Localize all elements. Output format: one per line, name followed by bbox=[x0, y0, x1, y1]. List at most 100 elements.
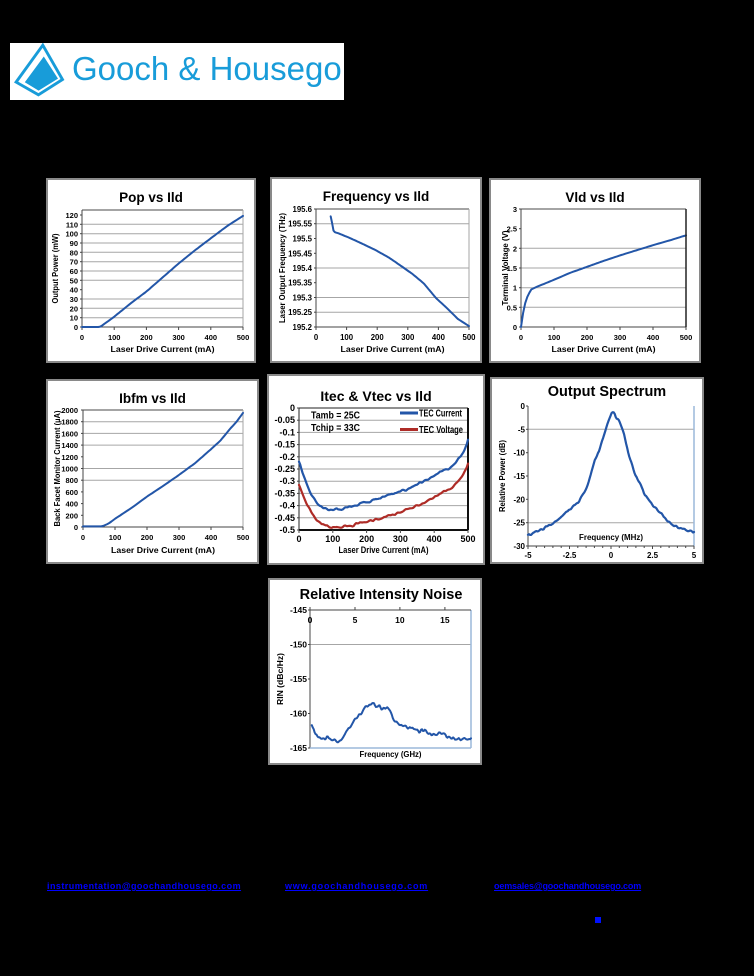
svg-text:2.5: 2.5 bbox=[647, 551, 659, 560]
svg-text:0: 0 bbox=[74, 323, 78, 332]
svg-text:-20: -20 bbox=[513, 495, 525, 504]
svg-text:-2.5: -2.5 bbox=[563, 551, 577, 560]
svg-text:30: 30 bbox=[70, 295, 78, 304]
svg-text:70: 70 bbox=[70, 258, 78, 267]
svg-text:195.55: 195.55 bbox=[288, 220, 313, 229]
svg-text:1: 1 bbox=[513, 284, 517, 293]
svg-text:10: 10 bbox=[395, 615, 405, 625]
svg-text:Tchip = 33C: Tchip = 33C bbox=[311, 423, 360, 434]
svg-text:TEC Voltage: TEC Voltage bbox=[419, 425, 463, 436]
svg-text:Laser Drive Current (mA): Laser Drive Current (mA) bbox=[111, 344, 215, 354]
svg-text:600: 600 bbox=[65, 488, 78, 497]
svg-text:200: 200 bbox=[141, 533, 154, 542]
svg-text:400: 400 bbox=[205, 333, 218, 342]
svg-text:Laser Drive Current (mA): Laser Drive Current (mA) bbox=[341, 344, 445, 354]
svg-text:3: 3 bbox=[513, 205, 517, 214]
svg-text:20: 20 bbox=[70, 304, 78, 313]
svg-text:-0.25: -0.25 bbox=[274, 464, 295, 474]
svg-text:200: 200 bbox=[140, 333, 153, 342]
svg-text:Frequency (MHz): Frequency (MHz) bbox=[579, 533, 643, 542]
svg-text:0: 0 bbox=[513, 323, 517, 332]
svg-text:10: 10 bbox=[70, 314, 78, 323]
svg-text:500: 500 bbox=[237, 533, 250, 542]
svg-text:-0.5: -0.5 bbox=[279, 525, 295, 535]
svg-text:300: 300 bbox=[173, 533, 186, 542]
svg-text:RIN (dBc/Hz): RIN (dBc/Hz) bbox=[275, 653, 285, 705]
svg-text:100: 100 bbox=[109, 533, 122, 542]
svg-text:-0.3: -0.3 bbox=[279, 476, 295, 486]
svg-text:-15: -15 bbox=[513, 472, 525, 481]
svg-text:1800: 1800 bbox=[61, 418, 78, 427]
svg-text:Laser Output Frequency (THz): Laser Output Frequency (THz) bbox=[277, 213, 287, 323]
svg-text:200: 200 bbox=[65, 511, 78, 520]
svg-text:500: 500 bbox=[462, 333, 476, 342]
svg-text:300: 300 bbox=[172, 333, 185, 342]
svg-text:800: 800 bbox=[65, 476, 78, 485]
svg-text:-160: -160 bbox=[290, 709, 307, 719]
svg-text:0: 0 bbox=[521, 402, 526, 411]
svg-text:80: 80 bbox=[70, 248, 78, 257]
svg-text:Terminal Voltage (V): Terminal Voltage (V) bbox=[500, 230, 510, 305]
svg-text:0: 0 bbox=[296, 534, 301, 544]
svg-text:TEC Current: TEC Current bbox=[419, 409, 462, 420]
svg-text:200: 200 bbox=[371, 333, 385, 342]
svg-text:Laser Drive Current (mA): Laser Drive Current (mA) bbox=[339, 545, 429, 555]
svg-text:0: 0 bbox=[314, 333, 319, 342]
svg-text:-25: -25 bbox=[513, 519, 525, 528]
svg-text:0.5: 0.5 bbox=[507, 303, 517, 312]
svg-text:200: 200 bbox=[581, 333, 594, 342]
svg-text:300: 300 bbox=[401, 333, 415, 342]
svg-text:Frequency (GHz): Frequency (GHz) bbox=[360, 750, 422, 759]
svg-text:120: 120 bbox=[65, 211, 78, 220]
svg-text:195.6: 195.6 bbox=[292, 205, 312, 214]
svg-text:400: 400 bbox=[647, 333, 660, 342]
svg-text:60: 60 bbox=[70, 267, 78, 276]
svg-text:Vld vs Ild: Vld vs Ild bbox=[565, 190, 624, 205]
svg-text:5: 5 bbox=[692, 551, 697, 560]
svg-text:1000: 1000 bbox=[61, 465, 78, 474]
svg-text:500: 500 bbox=[237, 333, 250, 342]
svg-text:Itec & Vtec vs Ild: Itec & Vtec vs Ild bbox=[320, 388, 431, 404]
svg-text:195.5: 195.5 bbox=[292, 235, 312, 244]
svg-text:-0.15: -0.15 bbox=[274, 440, 295, 450]
svg-text:195.45: 195.45 bbox=[288, 249, 313, 258]
svg-text:195.4: 195.4 bbox=[292, 264, 312, 273]
svg-text:2000: 2000 bbox=[61, 406, 78, 415]
svg-text:100: 100 bbox=[65, 230, 78, 239]
svg-text:-155: -155 bbox=[290, 674, 307, 684]
svg-text:15: 15 bbox=[440, 615, 450, 625]
svg-text:-0.4: -0.4 bbox=[279, 501, 295, 511]
svg-text:Relative Power (dB): Relative Power (dB) bbox=[497, 440, 507, 512]
svg-text:200: 200 bbox=[359, 534, 374, 544]
svg-text:-0.35: -0.35 bbox=[274, 488, 295, 498]
svg-text:110: 110 bbox=[66, 220, 78, 229]
svg-text:Frequency vs Ild: Frequency vs Ild bbox=[323, 189, 430, 204]
svg-text:Back Facet Monitor Current (µ: Back Facet Monitor Current (µA) bbox=[52, 410, 62, 526]
svg-text:0: 0 bbox=[609, 551, 614, 560]
svg-text:Laser Drive Current (mA): Laser Drive Current (mA) bbox=[111, 545, 215, 555]
svg-text:0: 0 bbox=[80, 333, 84, 342]
svg-text:2: 2 bbox=[513, 244, 517, 253]
svg-text:50: 50 bbox=[70, 276, 78, 285]
svg-text:Ibfm vs Ild: Ibfm vs Ild bbox=[119, 391, 186, 406]
svg-text:Pop vs Ild: Pop vs Ild bbox=[119, 190, 183, 205]
svg-text:300: 300 bbox=[614, 333, 627, 342]
svg-text:100: 100 bbox=[340, 333, 354, 342]
svg-text:100: 100 bbox=[108, 333, 121, 342]
svg-text:400: 400 bbox=[65, 500, 78, 509]
svg-text:2.5: 2.5 bbox=[507, 225, 517, 234]
svg-text:Gooch & Housego: Gooch & Housego bbox=[72, 50, 342, 87]
svg-text:1.5: 1.5 bbox=[507, 264, 517, 273]
svg-text:0: 0 bbox=[74, 523, 78, 532]
svg-text:5: 5 bbox=[353, 615, 358, 625]
svg-text:195.3: 195.3 bbox=[292, 294, 312, 303]
svg-text:195.35: 195.35 bbox=[288, 279, 313, 288]
svg-text:400: 400 bbox=[427, 534, 442, 544]
svg-text:Tamb = 25C: Tamb = 25C bbox=[311, 411, 360, 422]
svg-text:-30: -30 bbox=[513, 542, 525, 551]
svg-text:0: 0 bbox=[308, 615, 313, 625]
svg-text:400: 400 bbox=[432, 333, 446, 342]
svg-text:Output Power (mW): Output Power (mW) bbox=[50, 233, 60, 303]
svg-text:1600: 1600 bbox=[61, 429, 78, 438]
svg-text:195.2: 195.2 bbox=[292, 323, 312, 332]
